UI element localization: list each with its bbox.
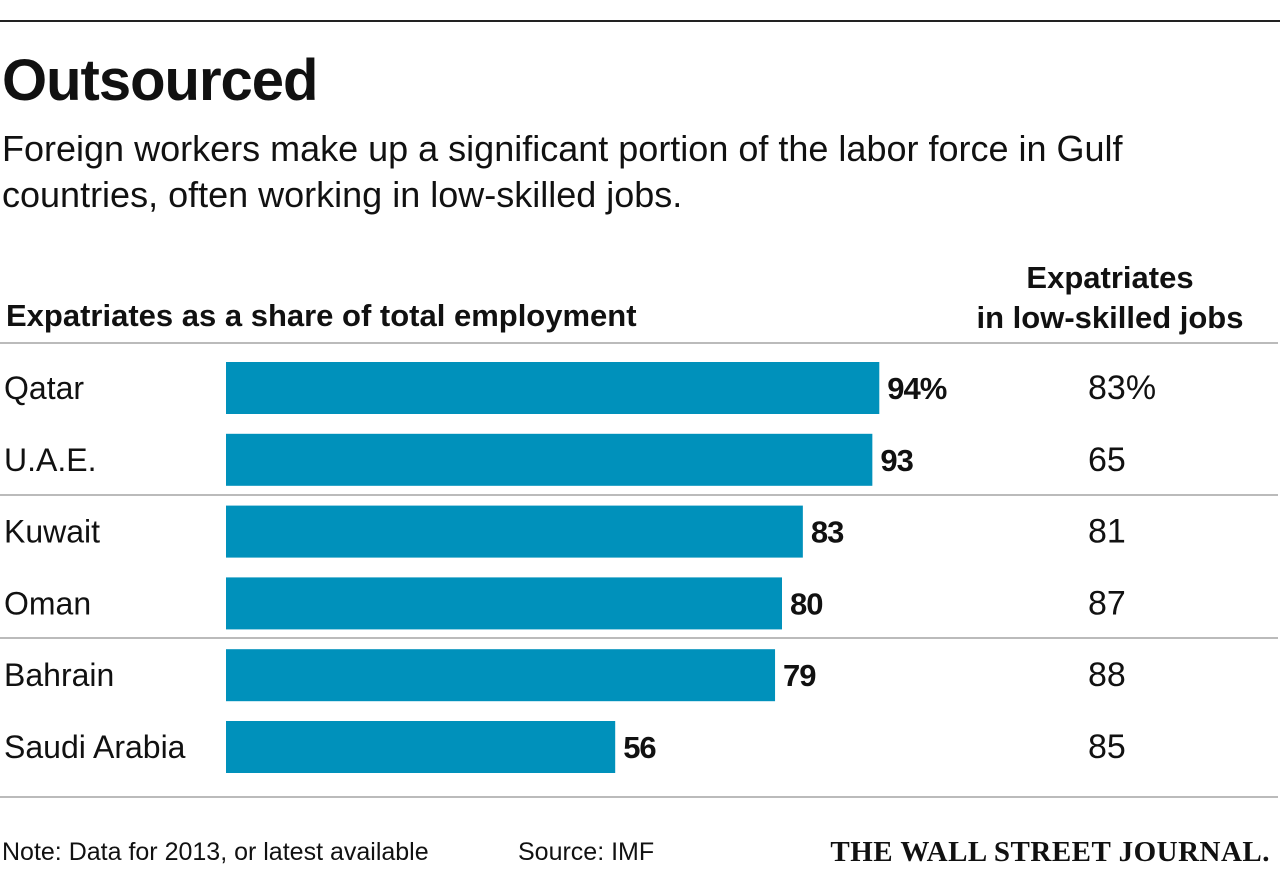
category-label: Oman bbox=[4, 585, 91, 621]
secondary-header-line-2: in low-skilled jobs bbox=[976, 300, 1244, 335]
category-label: Saudi Arabia bbox=[4, 729, 186, 765]
bar-value-label: 93 bbox=[880, 443, 913, 478]
category-label: U.A.E. bbox=[4, 442, 96, 478]
bar bbox=[226, 577, 782, 630]
top-rule bbox=[0, 20, 1280, 22]
category-label: Bahrain bbox=[4, 657, 114, 693]
low-skilled-value: 65 bbox=[1088, 441, 1126, 479]
footer-source: Source: IMF bbox=[518, 838, 655, 866]
bar bbox=[226, 433, 873, 486]
bar-value-label: 80 bbox=[790, 586, 822, 621]
low-skilled-value: 81 bbox=[1088, 513, 1126, 551]
category-label: Qatar bbox=[4, 370, 84, 406]
bar-value-label: 94% bbox=[887, 371, 946, 406]
secondary-header-line-1: Expatriates bbox=[1026, 260, 1194, 295]
bar-column-header: Expatriates as a share of total employme… bbox=[6, 298, 637, 333]
low-skilled-value: 85 bbox=[1088, 728, 1126, 766]
bar-value-label: 56 bbox=[623, 730, 656, 765]
bar-value-label: 83 bbox=[811, 515, 844, 550]
bar-value-label: 79 bbox=[783, 658, 816, 693]
bar bbox=[226, 505, 803, 558]
bar bbox=[226, 721, 616, 773]
low-skilled-value: 88 bbox=[1088, 656, 1126, 694]
category-label: Kuwait bbox=[4, 514, 100, 550]
chart-title: Outsourced bbox=[2, 48, 318, 113]
secondary-column-header: Expatriates in low-skilled jobs bbox=[950, 258, 1270, 338]
low-skilled-value: 87 bbox=[1088, 584, 1126, 622]
footer-note: Note: Data for 2013, or latest available bbox=[2, 838, 429, 866]
bar bbox=[226, 649, 776, 702]
wsj-logo: THE WALL STREET JOURNAL. bbox=[830, 836, 1270, 868]
low-skilled-value: 83% bbox=[1088, 369, 1156, 407]
bar bbox=[226, 362, 880, 414]
chart-subtitle: Foreign workers make up a significant po… bbox=[2, 128, 1123, 215]
